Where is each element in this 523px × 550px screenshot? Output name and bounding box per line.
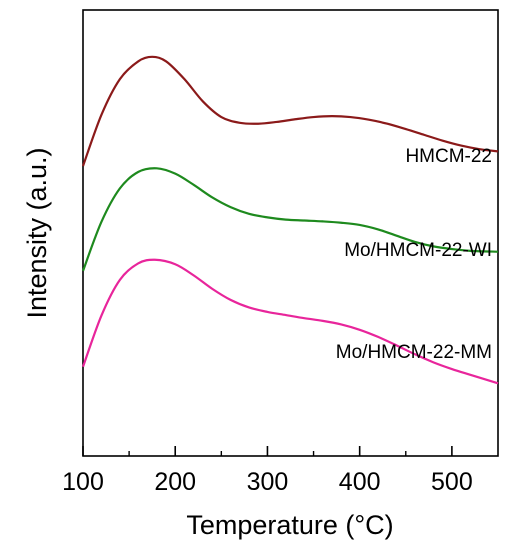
series-label: Mo/HMCM-22-MM: [336, 342, 492, 363]
y-axis-label: Intensity (a.u.): [22, 147, 52, 318]
series-labels: HMCM-22 Mo/HMCM-22-WI Mo/HMCM-22-MM: [336, 146, 492, 363]
series-line-hmcm-22: [81, 55, 499, 167]
series-label: Mo/HMCM-22-WI: [344, 240, 492, 261]
x-tick-label: 500: [431, 468, 473, 496]
x-tick-labels: 100 200 300 400 500: [62, 468, 473, 496]
series-line-mo-hmcm-22-wi: [81, 167, 499, 272]
x-ticks: [82, 446, 453, 456]
x-tick-label: 300: [247, 468, 289, 496]
x-axis-label: Temperature (°C): [186, 510, 393, 540]
x-tick-label: 100: [62, 468, 104, 496]
series-label: HMCM-22: [405, 146, 492, 167]
x-tick-label: 200: [154, 468, 196, 496]
plot-frame: [82, 9, 499, 457]
series-layer: [81, 55, 499, 385]
x-tick-label: 400: [339, 468, 381, 496]
series-line-mo-hmcm-22-mm: [81, 258, 499, 385]
